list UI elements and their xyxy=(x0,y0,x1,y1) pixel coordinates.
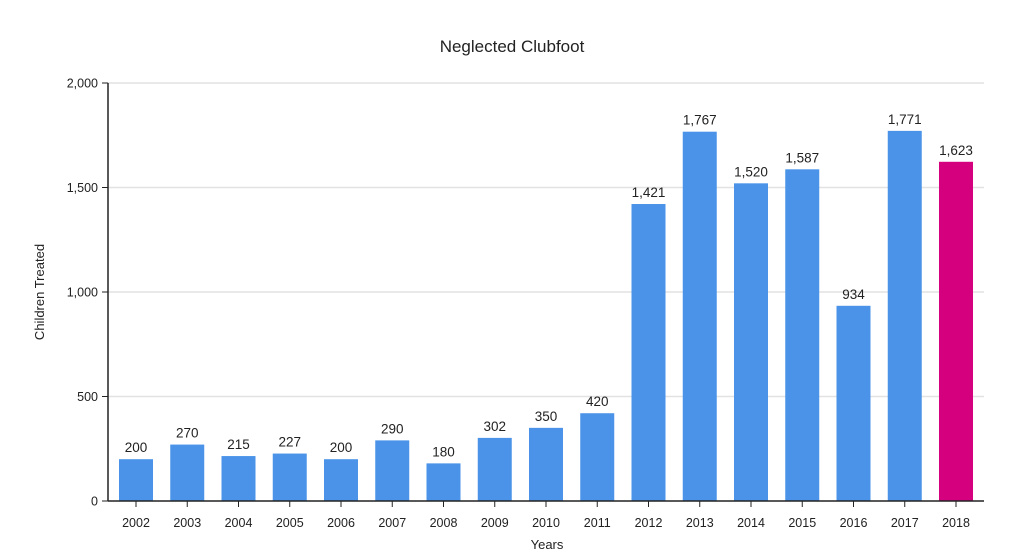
y-tick-label: 2,000 xyxy=(67,77,98,91)
y-tick-label: 500 xyxy=(77,390,98,404)
data-label-2010: 350 xyxy=(535,409,558,424)
data-label-2013: 1,767 xyxy=(683,113,717,128)
bar-2006 xyxy=(324,459,358,501)
x-tick-label-2018: 2018 xyxy=(942,516,970,530)
data-label-2008: 180 xyxy=(432,444,455,459)
data-label-2012: 1,421 xyxy=(632,185,666,200)
data-label-2007: 290 xyxy=(381,421,404,436)
data-label-2018: 1,623 xyxy=(939,143,973,158)
x-tick-label-2002: 2002 xyxy=(122,516,150,530)
bar-2002 xyxy=(119,459,153,501)
x-tick-label-2015: 2015 xyxy=(788,516,816,530)
x-tick-label-2012: 2012 xyxy=(635,516,663,530)
bars xyxy=(119,130,973,502)
bar-2004 xyxy=(221,456,256,501)
data-label-2006: 200 xyxy=(330,440,353,455)
data-label-2014: 1,520 xyxy=(734,164,768,179)
x-tick-label-2008: 2008 xyxy=(430,516,458,530)
x-tick-label-2004: 2004 xyxy=(225,516,253,530)
x-tick-label-2007: 2007 xyxy=(378,516,406,530)
bar-2011 xyxy=(580,413,615,501)
bar-2007 xyxy=(375,440,410,501)
data-labels: 200 270 215 227 200 290 180 302 350 420 1,421 1,767… xyxy=(125,112,973,460)
data-label-2017: 1,771 xyxy=(888,112,922,127)
data-label-2002: 200 xyxy=(125,440,148,455)
data-label-2016: 934 xyxy=(842,287,865,302)
bar-2017 xyxy=(887,130,922,501)
bar-2018 xyxy=(939,161,973,501)
data-label-2015: 1,587 xyxy=(785,150,819,165)
data-label-2011: 420 xyxy=(586,394,609,409)
y-tick-label: 1,500 xyxy=(67,181,98,195)
data-label-2005: 227 xyxy=(278,435,301,450)
data-label-2009: 302 xyxy=(483,419,506,434)
x-tick-label-2016: 2016 xyxy=(840,516,868,530)
x-tick-label-2017: 2017 xyxy=(891,516,919,530)
data-label-2003: 270 xyxy=(176,426,199,441)
chart-title: Neglected Clubfoot xyxy=(440,37,585,56)
bar-2014 xyxy=(734,183,768,501)
x-tick-label-2011: 2011 xyxy=(584,516,611,530)
bar-2003 xyxy=(170,444,205,501)
x-axis-ticks: 2002 2003 2004 2005 2006 2007 2008 2009 2010 2011… xyxy=(122,501,970,530)
bar-2015 xyxy=(785,169,820,501)
bar-2016 xyxy=(836,305,871,501)
bar-2005 xyxy=(272,453,307,501)
x-tick-label-2014: 2014 xyxy=(737,516,765,530)
x-tick-label-2010: 2010 xyxy=(532,516,560,530)
y-axis-ticks: 0 500 1,000 1,500 2,000 xyxy=(67,77,108,509)
x-tick-label-2003: 2003 xyxy=(173,516,201,530)
y-tick-label: 1,000 xyxy=(67,286,98,300)
bar-2010 xyxy=(529,427,563,501)
bar-2013 xyxy=(682,131,717,501)
data-label-2004: 215 xyxy=(227,437,250,452)
bar-2009 xyxy=(477,437,512,501)
y-tick-label: 0 xyxy=(91,495,98,509)
x-tick-label-2006: 2006 xyxy=(327,516,355,530)
x-tick-label-2013: 2013 xyxy=(686,516,714,530)
y-axis-label: Children Treated xyxy=(32,244,47,340)
bar-2008 xyxy=(426,463,461,501)
x-axis-label: Years xyxy=(531,537,564,552)
x-tick-label-2005: 2005 xyxy=(276,516,304,530)
x-tick-label-2009: 2009 xyxy=(481,516,509,530)
bar-2012 xyxy=(631,204,666,502)
